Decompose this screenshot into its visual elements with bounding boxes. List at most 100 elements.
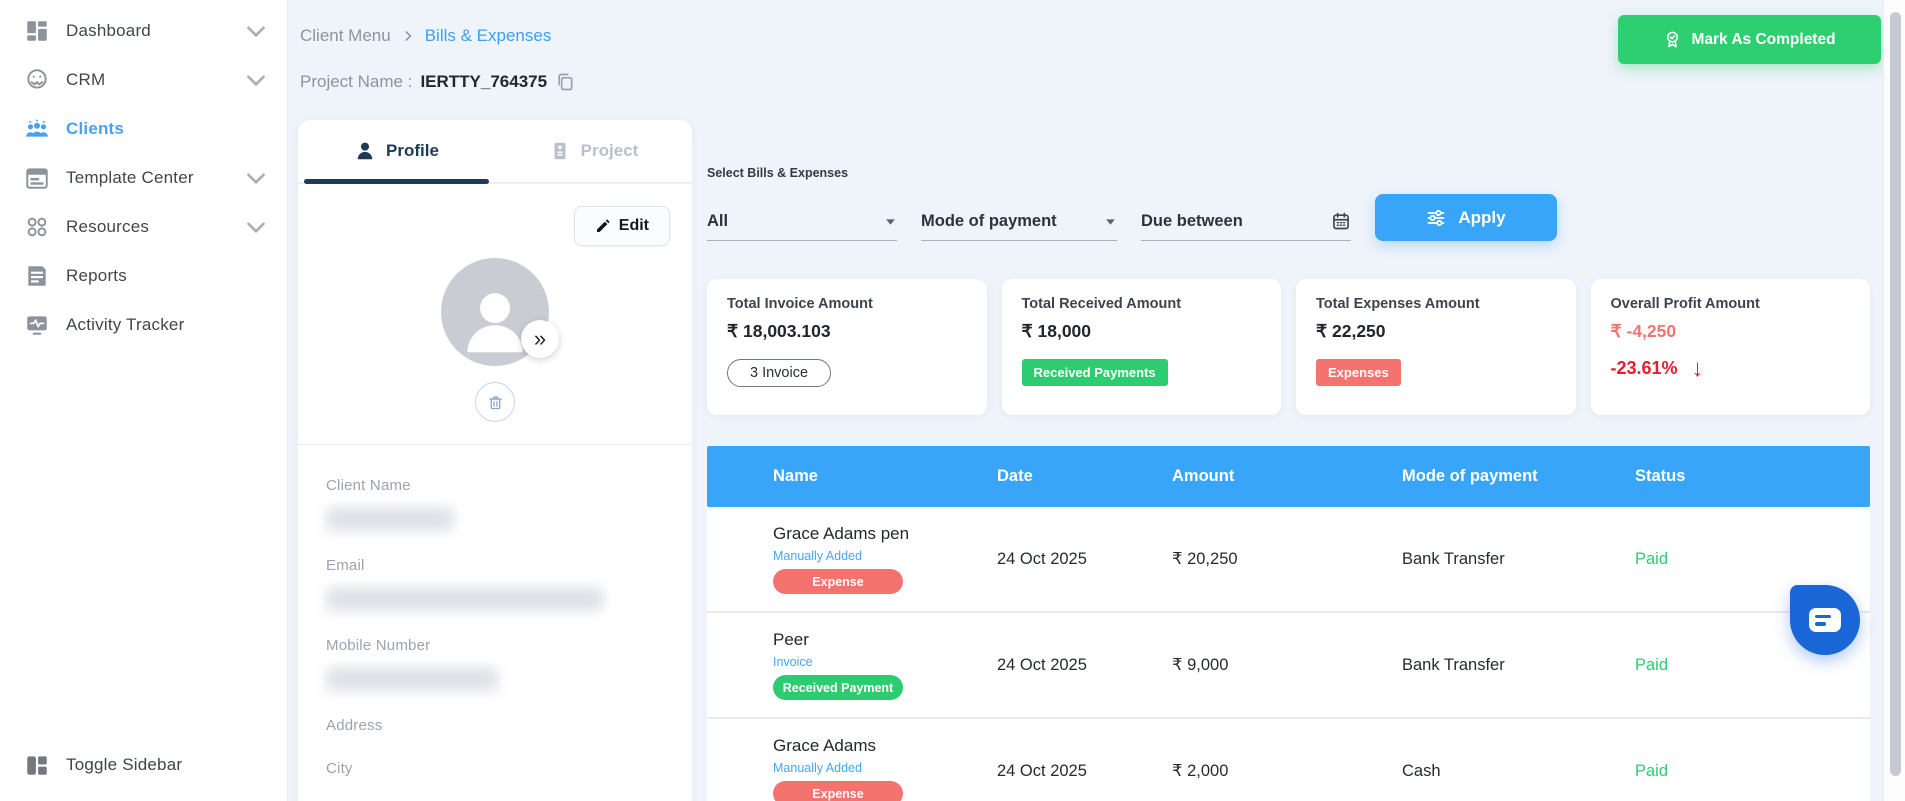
row-source-link[interactable]: Invoice — [773, 655, 813, 669]
mark-as-completed-label: Mark As Completed — [1691, 30, 1836, 48]
breadcrumb-parent[interactable]: Client Menu — [300, 26, 391, 45]
edit-button[interactable]: Edit — [573, 206, 670, 246]
sidebar: Dashboard CRM Clients Template Center Re… — [0, 0, 288, 801]
mode-of-payment-select[interactable]: Mode of payment — [921, 212, 1117, 241]
chevron-right-icon — [405, 31, 412, 41]
tab-profile-label: Profile — [386, 141, 439, 160]
redacted-mobile-value — [326, 667, 498, 691]
total-received-card: Total Received Amount ₹ 18,000 Received … — [1001, 279, 1281, 415]
copy-icon[interactable] — [555, 72, 575, 92]
sidebar-item-activity-tracker[interactable]: Activity Tracker — [0, 300, 287, 349]
field-label-city: City — [326, 760, 353, 777]
col-header-name: Name — [773, 467, 818, 485]
toggle-sidebar-icon — [27, 755, 47, 775]
badge-check-icon — [1667, 31, 1679, 48]
mode-select-value: Mode of payment — [921, 212, 1057, 230]
row-mode: Bank Transfer — [1402, 549, 1505, 568]
invoice-count-badge[interactable]: 3 Invoice — [727, 359, 832, 387]
clients-icon — [26, 119, 48, 137]
sidebar-item-crm[interactable]: CRM — [0, 55, 287, 104]
tab-project-label: Project — [580, 141, 639, 160]
sidebar-item-label: Activity Tracker — [66, 314, 185, 334]
breadcrumb: Client Menu Bills & Expenses — [300, 26, 551, 46]
col-header-amount: Amount — [1172, 467, 1235, 485]
row-name: Grace Adams pen — [773, 524, 910, 543]
sidebar-item-dashboard[interactable]: Dashboard — [0, 6, 287, 55]
bills-expenses-table: Name Date Amount Mode of payment Status … — [707, 446, 1870, 801]
field-label-address: Address — [326, 717, 383, 734]
apply-button-label: Apply — [1458, 207, 1506, 227]
trend-down-arrow-icon: ↓ — [1691, 354, 1704, 382]
table-row[interactable]: Grace Adams pen Manually Added Expense 2… — [707, 507, 1870, 613]
sidebar-item-clients[interactable]: Clients — [0, 104, 287, 153]
tab-profile[interactable]: Profile — [298, 120, 495, 184]
table-header: Name Date Amount Mode of payment Status — [707, 446, 1870, 507]
table-row[interactable]: Peer Invoice Received Payment 24 Oct 202… — [707, 613, 1870, 719]
expand-avatar-button[interactable]: » — [521, 320, 559, 358]
received-payments-badge[interactable]: Received Payments — [1021, 359, 1168, 386]
toggle-sidebar-button[interactable]: Toggle Sidebar — [0, 740, 287, 789]
mark-as-completed-button[interactable]: Mark As Completed — [1618, 15, 1881, 64]
sidebar-item-label: Reports — [66, 265, 127, 285]
bills-expenses-type-select[interactable]: All — [707, 212, 897, 241]
apply-button[interactable]: Apply — [1375, 194, 1557, 241]
expenses-badge[interactable]: Expenses — [1316, 359, 1401, 386]
sliders-icon — [1427, 209, 1445, 226]
chevron-down-icon — [247, 221, 265, 233]
row-source-link[interactable]: Manually Added — [773, 549, 862, 563]
field-label-client-name: Client Name — [326, 477, 411, 494]
sidebar-item-template-center[interactable]: Template Center — [0, 153, 287, 202]
resources-icon — [27, 217, 47, 236]
scrollbar-thumb[interactable] — [1890, 12, 1901, 776]
tab-project[interactable]: Project — [495, 120, 692, 182]
card-value: ₹ 22,250 — [1316, 321, 1386, 341]
project-name-label: Project Name : — [300, 72, 413, 91]
chevron-down-icon — [247, 74, 265, 86]
sidebar-item-label: CRM — [66, 69, 106, 89]
row-mode: Bank Transfer — [1402, 655, 1505, 674]
calendar-icon — [1333, 212, 1349, 230]
sidebar-item-label: Clients — [66, 118, 125, 138]
template-center-icon — [26, 167, 48, 189]
col-header-status: Status — [1635, 467, 1686, 485]
client-profile-card: Profile Project Edit — [298, 120, 692, 801]
delete-avatar-button[interactable] — [475, 382, 515, 422]
total-invoice-card: Total Invoice Amount ₹ 18,003.103 3 Invo… — [707, 279, 987, 415]
card-value: ₹ 18,003.103 — [727, 321, 831, 341]
breadcrumb-current[interactable]: Bills & Expenses — [424, 26, 552, 45]
row-date: 24 Oct 2025 — [997, 549, 1087, 568]
profit-percent: -23.61% — [1610, 358, 1678, 378]
sidebar-item-resources[interactable]: Resources — [0, 202, 287, 251]
profile-project-tabs: Profile Project — [298, 120, 692, 184]
person-icon — [357, 142, 373, 160]
client-fields: Client Name Email Mobile Number Address … — [298, 445, 692, 801]
page-scrollbar[interactable] — [1883, 0, 1905, 801]
chat-bubble-icon — [1809, 608, 1841, 632]
filters-section-label: Select Bills & Expenses — [707, 166, 849, 180]
row-status: Paid — [1635, 549, 1669, 568]
card-title: Total Invoice Amount — [727, 296, 873, 312]
row-type-badge: Received Payment — [773, 675, 903, 700]
table-row[interactable]: Grace Adams Manually Added Expense 24 Oc… — [707, 719, 1870, 801]
due-between-date-input[interactable]: Due between — [1141, 211, 1351, 241]
row-amount: ₹ 2,000 — [1172, 762, 1229, 780]
total-expenses-card: Total Expenses Amount ₹ 22,250 Expenses — [1296, 279, 1576, 415]
row-date: 24 Oct 2025 — [997, 761, 1087, 780]
row-source-link[interactable]: Manually Added — [773, 761, 862, 775]
type-select-value: All — [707, 212, 729, 230]
redacted-email-value — [326, 587, 604, 611]
avatar — [441, 258, 549, 366]
due-between-placeholder: Due between — [1141, 211, 1243, 230]
row-status: Paid — [1635, 761, 1669, 780]
field-label-email: Email — [326, 557, 365, 574]
project-name-value: IERTTY_764375 — [420, 72, 548, 91]
sidebar-item-reports[interactable]: Reports — [0, 251, 287, 300]
chevron-down-icon — [247, 25, 265, 37]
chevron-down-icon — [247, 172, 265, 184]
chat-widget-button[interactable] — [1790, 585, 1860, 655]
row-mode: Cash — [1402, 761, 1441, 780]
row-amount: ₹ 20,250 — [1172, 550, 1238, 568]
redacted-client-name-value — [326, 507, 454, 531]
reports-icon — [28, 265, 46, 286]
